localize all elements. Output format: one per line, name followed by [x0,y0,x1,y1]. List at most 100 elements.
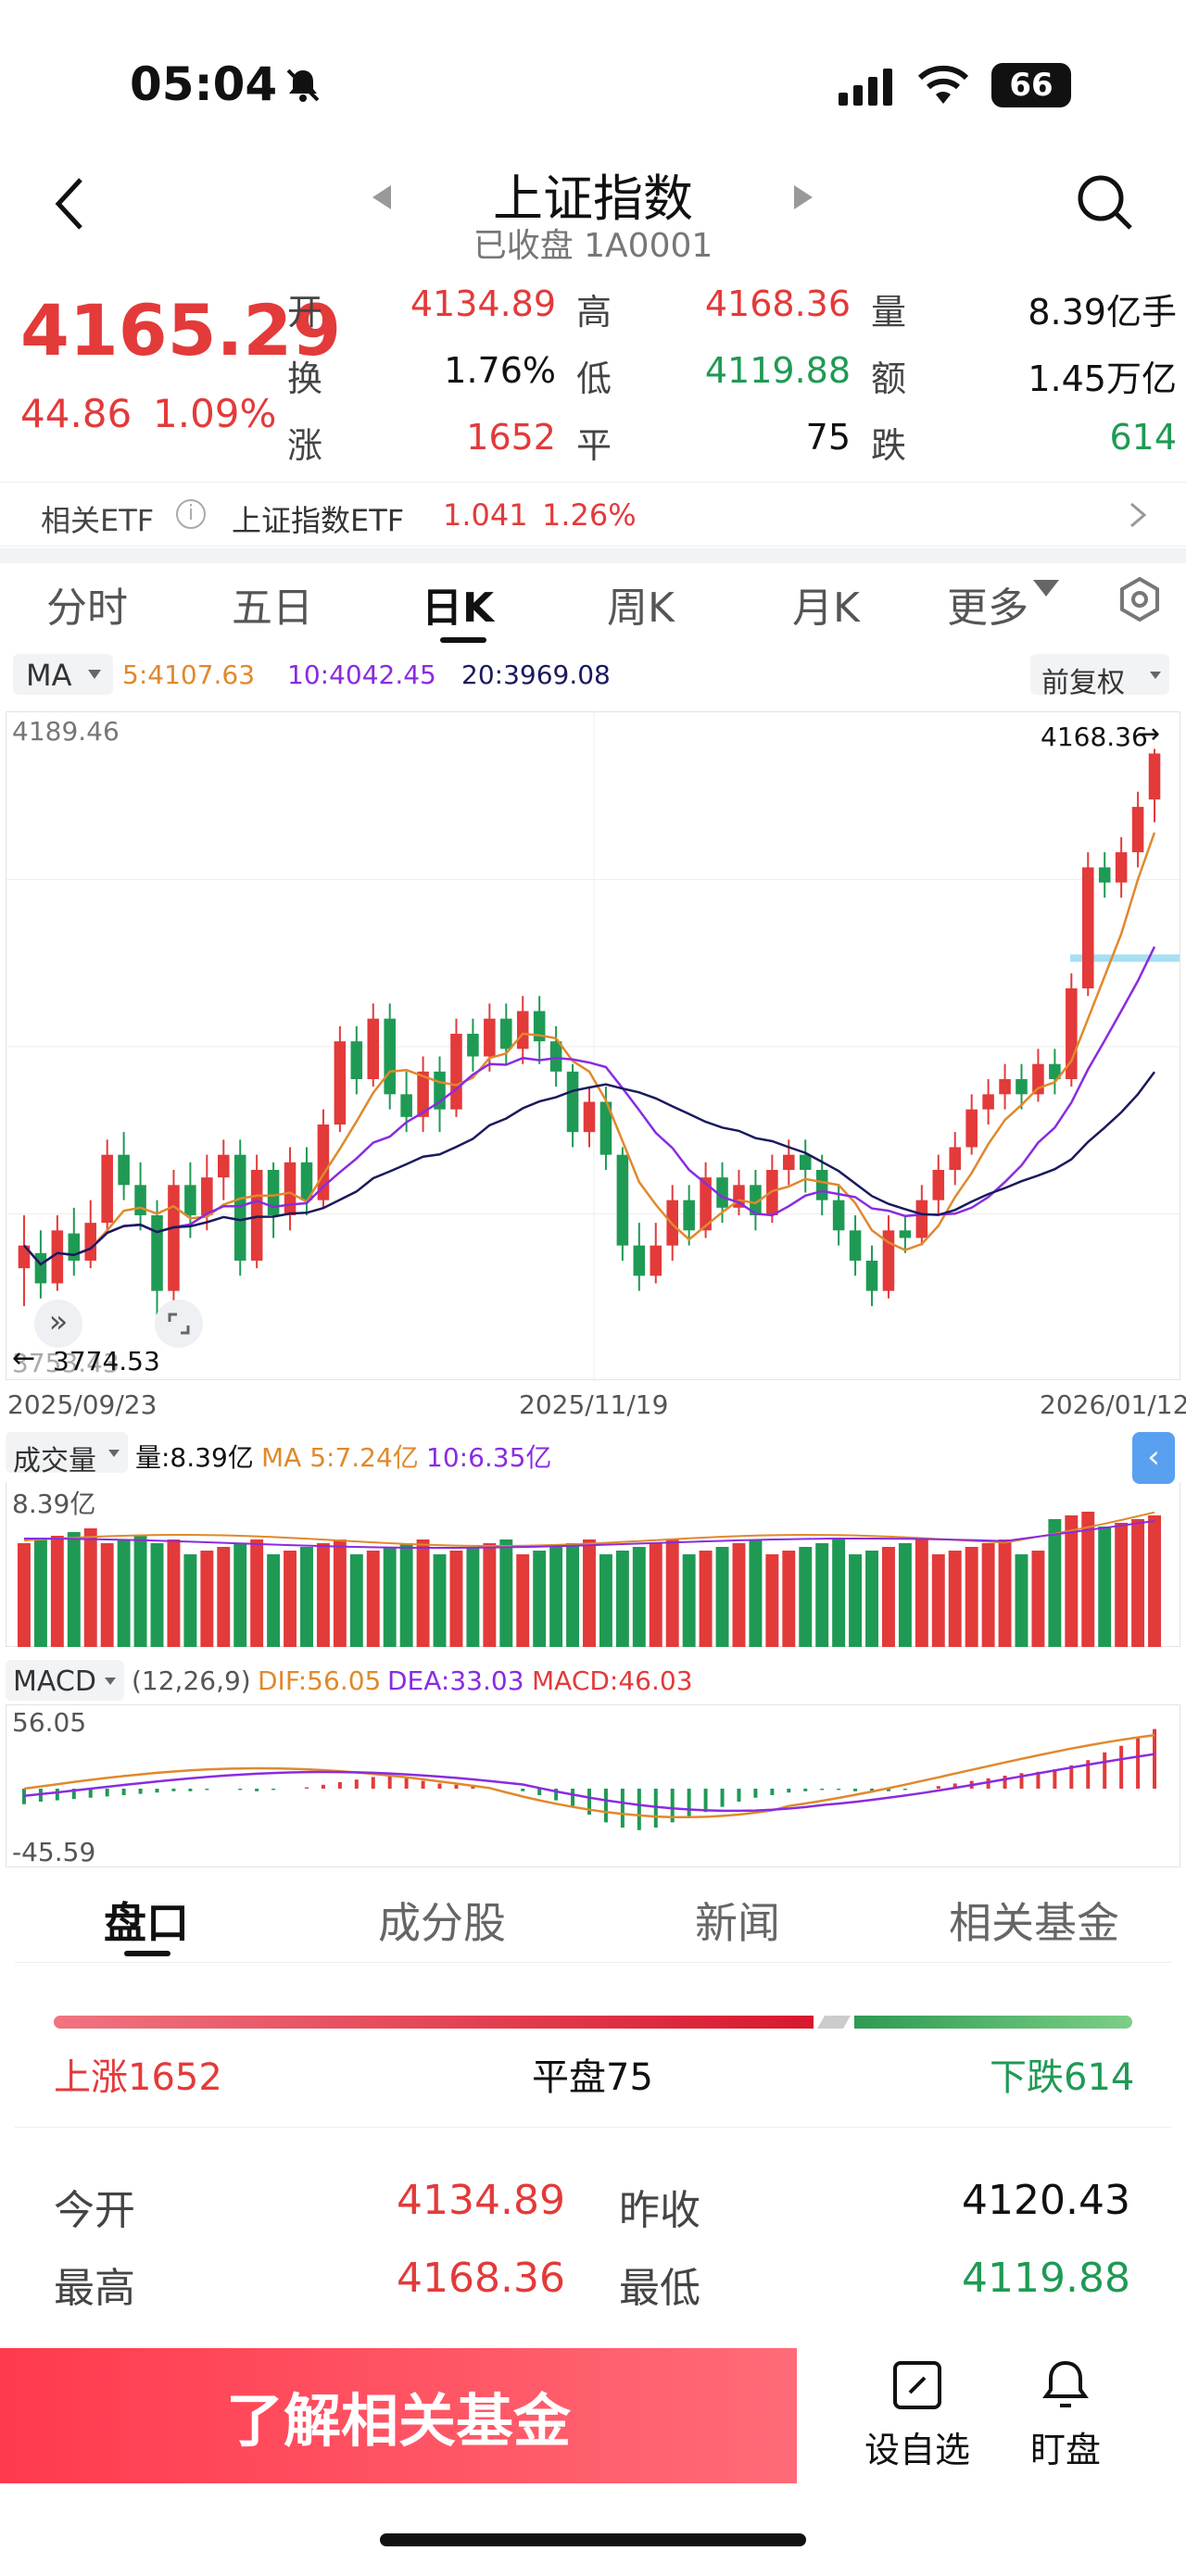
volume-bar [699,1551,713,1647]
macd-dif: DIF:56.05 [258,1665,382,1696]
kline-candle [284,1147,296,1231]
volume-bar [649,1543,662,1647]
dropdown-icon [88,670,101,679]
macd-selector-label: MACD [13,1665,96,1698]
macd-value: MACD:46.03 [532,1665,693,1696]
detail-tab-2[interactable]: 新闻 [695,1898,780,1948]
kline-candle [1148,748,1161,823]
kline-candle [932,1154,945,1215]
kline-candle [549,1025,562,1087]
volume-bar [1065,1515,1079,1647]
etf-pct: 1.26% [542,497,637,533]
tab-1[interactable]: 五日 [232,584,313,632]
macd-selector[interactable]: MACD [6,1660,124,1701]
detail-value-0-b: 4120.43 [962,2177,1130,2224]
kline-candle [84,1200,97,1269]
next-arrow-icon[interactable] [792,183,814,211]
quote-value-1: 4168.36 [704,283,851,324]
kline-bottom-label: 3753.43 [12,1348,120,1378]
volume-bar [1048,1519,1062,1647]
kline-candle [1081,852,1094,997]
learn-funds-button[interactable]: 了解相关基金 [0,2348,797,2483]
breadth-up: 上涨1652 [54,2056,222,2099]
add-watchlist-button[interactable]: 设自选 [843,2357,991,2472]
kline-candle [384,1003,396,1110]
dropdown-icon [108,1450,120,1457]
kline-candle [18,1214,31,1306]
volume-bar [732,1543,746,1647]
volume-selector[interactable]: 成交量 [6,1432,128,1477]
breadth-flat: 平盘75 [532,2056,653,2099]
tab-4[interactable]: 月K [792,584,860,632]
detail-tab-0[interactable]: 盘口 [104,1898,189,1948]
ma20-line [23,1071,1156,1266]
volume-bar [333,1539,347,1647]
kline-candle [882,1214,895,1299]
ma10-value: 10:4042.45 [287,660,436,690]
detail-tab-underline [124,1951,170,1956]
kline-chart[interactable] [6,712,1181,1381]
volume-top-label: 8.39亿 [12,1489,96,1519]
tab-3[interactable]: 周K [607,584,675,632]
prev-arrow-icon[interactable] [371,183,393,211]
macd-dea: DEA:33.03 [387,1665,524,1696]
volume-bar [67,1532,81,1647]
bottom-bar: 了解相关基金 设自选 盯盘 [0,2348,1186,2483]
volume-bar [881,1547,895,1647]
ma-selector[interactable]: MA [13,654,113,695]
volume-bar [466,1547,480,1647]
watch-button[interactable]: 盯盘 [991,2357,1140,2472]
battery-level: 66 [1009,67,1054,104]
detail-tab-3[interactable]: 相关基金 [949,1898,1119,1948]
detail-tab-1[interactable]: 成分股 [378,1898,506,1948]
collapse-panel-icon[interactable]: ‹ [1132,1432,1175,1484]
chart-settings-icon[interactable] [1117,576,1163,622]
volume-bar [50,1536,64,1647]
volume-selector-label: 成交量 [13,1445,96,1477]
kline-candle [317,1109,330,1208]
search-icon[interactable] [1075,172,1134,232]
volume-bar [233,1543,247,1647]
support-band [1070,954,1180,962]
volume-chart-frame: 8.39亿 [6,1482,1180,1647]
quote-value-2: 8.39亿手 [1028,292,1177,333]
volume-ma10-line [23,1520,1155,1549]
quote-value-6: 1652 [466,417,556,458]
ma20-value: 20:3969.08 [461,660,611,690]
kline-candle [949,1132,962,1186]
ma5-value: 5:4107.63 [122,660,256,690]
quote-value-3: 1.76% [444,350,556,391]
kline-candle [965,1094,978,1155]
kline-candle [766,1154,778,1224]
adjust-selector[interactable]: 前复权 [1030,654,1169,699]
kline-candle [250,1154,263,1269]
tab-5[interactable]: 更多 [947,584,1028,632]
related-etf-row[interactable]: 相关ETF i 上证指数ETF 1.041 1.26% [0,482,1186,547]
volume-bar [965,1547,978,1647]
volume-chart [18,1511,1161,1647]
kline-candle [367,1003,380,1087]
tab-2[interactable]: 日K [422,584,495,632]
more-dropdown-icon[interactable] [1031,578,1063,598]
detail-label-1-a: 最高 [54,2265,135,2312]
fullscreen-icon[interactable] [155,1300,203,1348]
expand-left-icon[interactable]: » [34,1300,82,1348]
kline-candle [533,996,546,1064]
quote-label-0: 开 [287,292,323,333]
kline-candle [899,1214,912,1253]
kline-chart-frame[interactable]: 4189.46 4168.36 → 3753.43 ← 3774.53 » [6,711,1181,1381]
info-icon[interactable]: i [176,499,206,529]
volume-bar [849,1554,863,1647]
kline-candle [300,1147,313,1215]
volume-bar [665,1539,679,1647]
back-icon[interactable] [51,176,88,232]
macd-dif-line [23,1733,1155,1819]
volume-bar [1131,1519,1145,1647]
volume-bar [516,1554,530,1647]
macd-bottom-label: -45.59 [12,1837,96,1867]
etf-name: 上证指数ETF [232,503,405,538]
volume-bar [583,1539,596,1647]
tab-0[interactable]: 分时 [46,584,128,632]
volume-bar [100,1543,114,1647]
divider [15,1962,1171,1963]
